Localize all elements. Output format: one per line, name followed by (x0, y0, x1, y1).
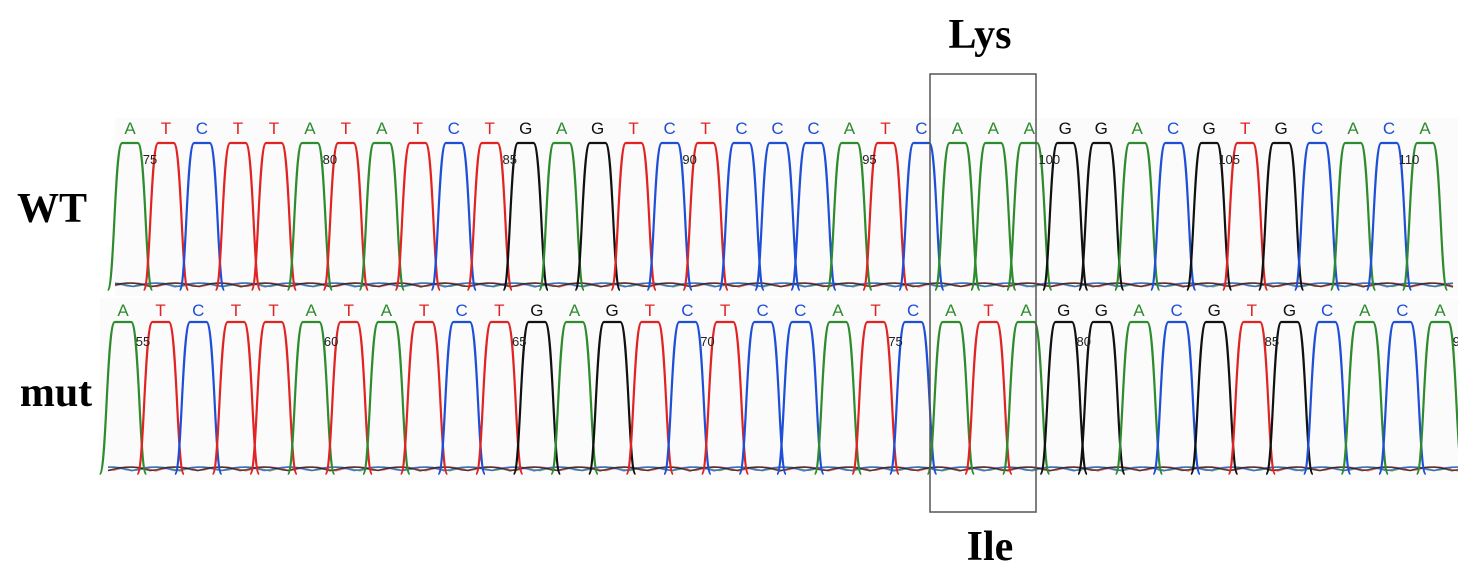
position-number: 80 (1076, 334, 1090, 349)
base-call: T (341, 119, 351, 138)
base-call: C (192, 301, 204, 320)
position-number: 105 (1218, 152, 1240, 167)
base-call: G (530, 301, 543, 320)
base-call: A (1020, 301, 1032, 320)
base-call: T (231, 301, 241, 320)
base-call: C (663, 119, 675, 138)
base-call: A (1434, 301, 1446, 320)
position-number: 70 (700, 334, 714, 349)
base-call: C (456, 301, 468, 320)
base-call: C (757, 301, 769, 320)
base-call: T (485, 119, 495, 138)
base-call: G (606, 301, 619, 320)
base-call: A (376, 119, 388, 138)
base-call: G (1095, 301, 1108, 320)
position-number: 55 (136, 334, 150, 349)
base-call: C (1170, 301, 1182, 320)
base-call: G (591, 119, 604, 138)
base-call: C (1167, 119, 1179, 138)
base-call: A (305, 301, 317, 320)
base-call: A (1133, 301, 1145, 320)
position-number: 75 (888, 334, 902, 349)
base-call: A (844, 119, 856, 138)
base-call: G (1095, 119, 1108, 138)
base-call: T (880, 119, 890, 138)
base-call: A (1419, 119, 1431, 138)
position-number: 95 (862, 152, 876, 167)
base-call: A (381, 301, 393, 320)
base-call: T (419, 301, 429, 320)
base-call: T (413, 119, 423, 138)
base-call: C (735, 119, 747, 138)
figure: A T C T T A T A T C T G A G T C T C C C A T C A A A G G A C G T G C A C A 75 8… (0, 0, 1458, 568)
base-call: T (983, 301, 993, 320)
base-call: T (161, 119, 171, 138)
position-number: 85 (1265, 334, 1279, 349)
position-number: 110 (1399, 152, 1420, 167)
top-label: Lys (948, 12, 1011, 58)
base-call: C (196, 119, 208, 138)
position-number: 80 (323, 152, 337, 167)
base-call: A (832, 301, 844, 320)
base-call: A (1024, 119, 1036, 138)
base-call: G (1208, 301, 1221, 320)
base-call: C (1321, 301, 1333, 320)
base-call: A (945, 301, 957, 320)
base-call: C (681, 301, 693, 320)
base-call: A (988, 119, 1000, 138)
base-call: G (519, 119, 532, 138)
base-call: T (1240, 119, 1250, 138)
base-call: T (720, 301, 730, 320)
base-call: T (1247, 301, 1257, 320)
position-number: 75 (143, 152, 157, 167)
base-call: A (304, 119, 316, 138)
base-call: C (1311, 119, 1323, 138)
base-call: T (700, 119, 710, 138)
base-call: C (448, 119, 460, 138)
base-call: A (117, 301, 129, 320)
bottom-label: Ile (967, 524, 1014, 568)
base-call: C (907, 301, 919, 320)
base-call: G (1203, 119, 1216, 138)
base-call: T (628, 119, 638, 138)
base-call: T (233, 119, 243, 138)
base-call: A (1359, 301, 1371, 320)
mut-label: mut (20, 370, 92, 416)
position-number: 90 (682, 152, 696, 167)
base-call: G (1059, 119, 1072, 138)
base-call: T (494, 301, 504, 320)
base-call: C (1383, 119, 1395, 138)
base-call: A (952, 119, 964, 138)
base-call: T (268, 301, 278, 320)
base-call: C (1396, 301, 1408, 320)
base-call: A (1132, 119, 1144, 138)
base-call: T (155, 301, 165, 320)
base-call: G (1283, 301, 1296, 320)
base-call: A (124, 119, 136, 138)
base-call: G (1057, 301, 1070, 320)
base-call: T (269, 119, 279, 138)
position-number: 100 (1038, 152, 1060, 167)
base-call: A (1347, 119, 1359, 138)
base-call: C (771, 119, 783, 138)
position-number: 85 (502, 152, 516, 167)
position-number: 60 (324, 334, 338, 349)
position-number: 65 (512, 334, 526, 349)
base-call: T (344, 301, 354, 320)
base-call: A (556, 119, 568, 138)
base-call: A (569, 301, 581, 320)
position-number: 90 (1453, 334, 1458, 349)
base-call: C (807, 119, 819, 138)
wt-label: WT (17, 186, 87, 232)
base-call: C (794, 301, 806, 320)
base-call: T (870, 301, 880, 320)
base-call: C (915, 119, 927, 138)
base-call: T (645, 301, 655, 320)
base-call: G (1274, 119, 1287, 138)
